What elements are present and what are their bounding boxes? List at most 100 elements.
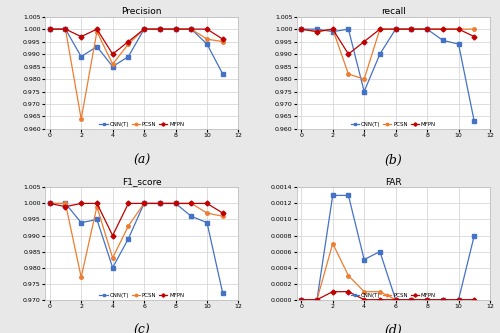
CNN(T) bbox=[377, 249, 383, 253]
PCSN bbox=[456, 27, 462, 31]
PCSN bbox=[377, 27, 383, 31]
PCSN bbox=[392, 298, 398, 302]
Line: PCSN: PCSN bbox=[48, 202, 224, 279]
MFPN bbox=[188, 201, 194, 205]
MFPN bbox=[330, 27, 336, 31]
Text: (d): (d) bbox=[384, 324, 402, 333]
CNN(T) bbox=[314, 27, 320, 31]
MFPN bbox=[141, 201, 147, 205]
MFPN bbox=[314, 30, 320, 34]
CNN(T) bbox=[204, 42, 210, 46]
MFPN bbox=[78, 201, 84, 205]
CNN(T) bbox=[361, 258, 367, 262]
MFPN bbox=[392, 27, 398, 31]
MFPN bbox=[188, 27, 194, 31]
PCSN bbox=[46, 27, 52, 31]
MFPN bbox=[346, 290, 352, 294]
Line: CNN(T): CNN(T) bbox=[300, 194, 476, 301]
CNN(T) bbox=[126, 237, 132, 241]
CNN(T) bbox=[330, 30, 336, 34]
PCSN bbox=[204, 211, 210, 215]
MFPN bbox=[377, 27, 383, 31]
PCSN bbox=[157, 201, 163, 205]
MFPN bbox=[330, 290, 336, 294]
CNN(T) bbox=[172, 201, 178, 205]
PCSN bbox=[188, 27, 194, 31]
Legend: CNN(T), PCSN, MFPN: CNN(T), PCSN, MFPN bbox=[98, 292, 186, 299]
MFPN bbox=[157, 27, 163, 31]
MFPN bbox=[94, 27, 100, 31]
PCSN bbox=[188, 201, 194, 205]
MFPN bbox=[377, 298, 383, 302]
MFPN bbox=[62, 205, 68, 209]
CNN(T) bbox=[392, 298, 398, 302]
CNN(T) bbox=[94, 217, 100, 221]
CNN(T) bbox=[472, 233, 478, 237]
CNN(T) bbox=[110, 266, 116, 270]
MFPN bbox=[157, 201, 163, 205]
MFPN bbox=[424, 298, 430, 302]
Line: PCSN: PCSN bbox=[300, 27, 476, 81]
CNN(T) bbox=[141, 201, 147, 205]
PCSN bbox=[126, 42, 132, 46]
MFPN bbox=[408, 298, 414, 302]
CNN(T) bbox=[126, 55, 132, 59]
CNN(T) bbox=[110, 65, 116, 69]
PCSN bbox=[141, 27, 147, 31]
PCSN bbox=[361, 77, 367, 81]
MFPN bbox=[408, 27, 414, 31]
PCSN bbox=[110, 256, 116, 260]
Title: recall: recall bbox=[381, 7, 406, 16]
CNN(T) bbox=[298, 27, 304, 31]
CNN(T) bbox=[330, 193, 336, 197]
Title: FAR: FAR bbox=[385, 177, 402, 186]
MFPN bbox=[126, 201, 132, 205]
CNN(T) bbox=[78, 221, 84, 225]
PCSN bbox=[330, 27, 336, 31]
MFPN bbox=[126, 40, 132, 44]
MFPN bbox=[361, 40, 367, 44]
MFPN bbox=[298, 298, 304, 302]
PCSN bbox=[78, 117, 84, 121]
MFPN bbox=[392, 298, 398, 302]
PCSN bbox=[220, 40, 226, 44]
MFPN bbox=[298, 27, 304, 31]
CNN(T) bbox=[440, 298, 446, 302]
CNN(T) bbox=[346, 193, 352, 197]
Title: Precision: Precision bbox=[122, 7, 162, 16]
CNN(T) bbox=[346, 27, 352, 31]
PCSN bbox=[157, 27, 163, 31]
MFPN bbox=[204, 201, 210, 205]
PCSN bbox=[408, 298, 414, 302]
MFPN bbox=[361, 298, 367, 302]
MFPN bbox=[46, 27, 52, 31]
CNN(T) bbox=[157, 201, 163, 205]
PCSN bbox=[440, 27, 446, 31]
Line: MFPN: MFPN bbox=[300, 27, 476, 56]
PCSN bbox=[392, 27, 398, 31]
Line: MFPN: MFPN bbox=[300, 290, 476, 301]
CNN(T) bbox=[204, 221, 210, 225]
Line: PCSN: PCSN bbox=[48, 27, 224, 121]
Line: CNN(T): CNN(T) bbox=[48, 202, 224, 295]
PCSN bbox=[440, 298, 446, 302]
CNN(T) bbox=[78, 55, 84, 59]
CNN(T) bbox=[94, 45, 100, 49]
PCSN bbox=[424, 27, 430, 31]
MFPN bbox=[456, 27, 462, 31]
PCSN bbox=[298, 298, 304, 302]
MFPN bbox=[172, 27, 178, 31]
Legend: CNN(T), PCSN, MFPN: CNN(T), PCSN, MFPN bbox=[350, 292, 437, 299]
CNN(T) bbox=[440, 38, 446, 42]
PCSN bbox=[62, 27, 68, 31]
CNN(T) bbox=[298, 298, 304, 302]
CNN(T) bbox=[456, 42, 462, 46]
CNN(T) bbox=[188, 27, 194, 31]
PCSN bbox=[204, 37, 210, 41]
CNN(T) bbox=[62, 27, 68, 31]
MFPN bbox=[220, 37, 226, 41]
CNN(T) bbox=[141, 27, 147, 31]
CNN(T) bbox=[408, 27, 414, 31]
PCSN bbox=[361, 290, 367, 294]
PCSN bbox=[298, 27, 304, 31]
